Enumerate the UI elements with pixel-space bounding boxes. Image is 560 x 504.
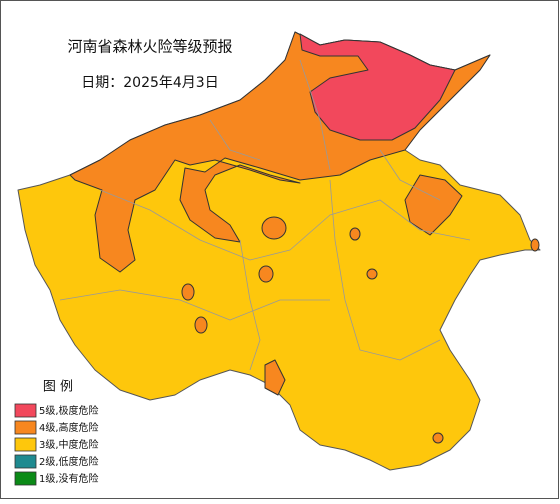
spot-level-4 — [258, 265, 274, 283]
legend-label: 2级,低度危险 — [39, 455, 99, 468]
spot-level-4 — [432, 432, 444, 444]
legend-label: 3级,中度危险 — [39, 438, 99, 451]
spot-level-4 — [194, 316, 208, 334]
spot-level-4 — [261, 216, 287, 240]
spot-level-4 — [181, 283, 195, 301]
spot-level-4 — [530, 238, 540, 252]
legend-swatch — [14, 471, 37, 486]
legend-label: 4级,高度危险 — [39, 421, 99, 434]
legend-swatch — [14, 420, 37, 435]
map-title: 河南省森林火险等级预报 — [67, 38, 232, 56]
legend-label: 1级,没有危险 — [39, 472, 99, 485]
legend-title: 图 例 — [43, 380, 73, 395]
spot-level-4 — [349, 227, 361, 241]
map-date: 日期：2025年4月3日 — [81, 75, 218, 91]
legend-swatch — [14, 437, 37, 452]
county-borders — [59, 59, 471, 371]
map — [17, 31, 541, 471]
legend: 5级,极度危险 4级,高度危险 3级,中度危险 2级,低度危险 1级,没有危险 — [14, 403, 99, 486]
region-level-5 — [299, 33, 456, 141]
legend-swatch — [14, 403, 37, 418]
legend-label: 5级,极度危险 — [39, 404, 99, 417]
spot-level-4 — [366, 268, 378, 280]
region-level-4 — [264, 359, 286, 396]
legend-swatch — [14, 454, 37, 469]
